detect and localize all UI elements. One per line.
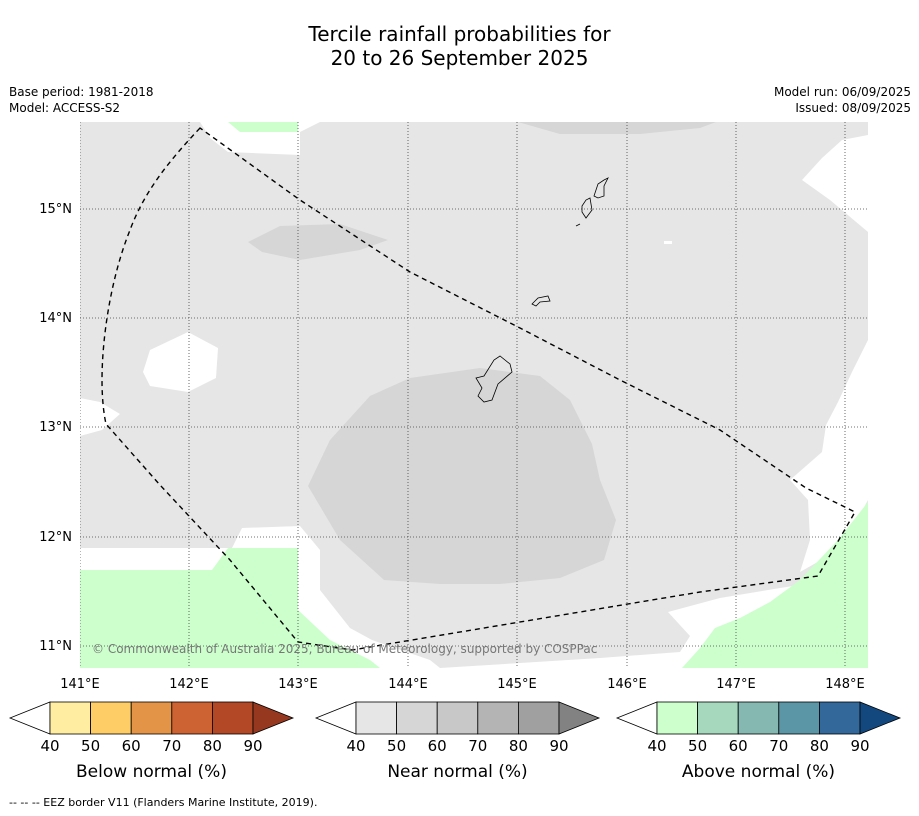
map-title: Tercile rainfall probabilities for 20 to… (0, 22, 919, 70)
colorbar-below-tick-60: 60 (122, 737, 141, 755)
colorbar-near-over-triangle (558, 701, 601, 735)
no-signal-region-east (790, 340, 868, 572)
lon-label-142: 142°E (169, 677, 209, 692)
no-signal-region-west (80, 398, 120, 436)
model-text: Model: ACCESS-S2 (9, 101, 121, 115)
colorbar-legend: 40 50 60 70 80 90 Below normal (%) 40 50 60 70 80 90… (8, 701, 902, 782)
colorbar-near-segment-5 (518, 701, 560, 735)
lon-label-148: 148°E (825, 677, 865, 692)
near-normal-50-region-center (308, 368, 616, 584)
lon-label-147: 147°E (716, 677, 756, 692)
title-line-2: 20 to 26 September 2025 (330, 46, 589, 70)
colorbar-above-tick-40: 40 (647, 737, 666, 755)
base-period-text: Base period: 1981-2018 (9, 85, 154, 99)
colorbar-above-under-triangle (615, 701, 658, 735)
colorbar-below-segment-2 (90, 701, 132, 735)
colorbar-above-tick-60: 60 (729, 737, 748, 755)
colorbar-below-tick-50: 50 (81, 737, 100, 755)
no-signal-region-east-top (802, 135, 868, 232)
colorbar-above-tick-90: 90 (850, 737, 869, 755)
lat-label-12: 12°N (39, 530, 72, 545)
near-normal-50-region-top (518, 122, 716, 134)
colorbar-near-tick-60: 60 (428, 737, 447, 755)
colorbar-below-tick-40: 40 (40, 737, 59, 755)
lon-label-143: 143°E (278, 677, 318, 692)
above-normal-40-region-southwest (80, 548, 380, 668)
lat-label-15: 15°N (39, 202, 72, 217)
map-area: © Commonwealth of Australia 2025, Bureau… (80, 122, 868, 668)
colorbar-above-segment-1 (656, 701, 698, 735)
colorbar-above-segment-3 (737, 701, 780, 735)
colorbar-near-segment-4 (477, 701, 519, 735)
colorbar-near-tick-70: 70 (468, 737, 487, 755)
meta-left: Base period: 1981-2018 Model: ACCESS-S2 (9, 84, 154, 116)
colorbar-above: 40 50 60 70 80 90 Above normal (%) (615, 701, 902, 782)
title-line-1: Tercile rainfall probabilities for (308, 22, 611, 46)
colorbar-below-segment-4 (171, 701, 213, 735)
model-run-text: Model run: 06/09/2025 (773, 85, 911, 99)
above-normal-40-region-southeast (682, 502, 868, 668)
colorbar-near: 40 50 60 70 80 90 Near normal (%) (314, 701, 601, 782)
eez-border (101, 127, 856, 651)
colorbar-below-segment-1 (49, 701, 91, 735)
colorbar-above-label: Above normal (%) (682, 762, 835, 782)
lon-label-141: 141°E (60, 677, 100, 692)
colorbar-near-segment-2 (396, 701, 438, 735)
colorbar-above-over-triangle (859, 701, 902, 735)
lon-label-145: 145°E (497, 677, 537, 692)
colorbar-near-under-triangle (314, 701, 357, 735)
colorbar-below-tick-70: 70 (162, 737, 181, 755)
near-normal-50-region-north (248, 224, 388, 260)
meta-right: Model run: 06/09/2025 Issued: 08/09/2025 (774, 84, 911, 116)
lat-label-14: 14°N (39, 311, 72, 326)
colorbar-below-tick-90: 90 (243, 737, 262, 755)
colorbar-below-tick-80: 80 (203, 737, 222, 755)
lon-label-144: 144°E (388, 677, 428, 692)
colorbar-above-tick-50: 50 (688, 737, 707, 755)
colorbar-below-segment-3 (130, 701, 173, 735)
no-signal-region-dot (664, 241, 672, 244)
lat-label-11: 11°N (39, 639, 72, 654)
island-aguijan (575, 223, 581, 227)
colorbar-near-tick-50: 50 (387, 737, 406, 755)
colorbar-near-tick-80: 80 (509, 737, 528, 755)
colorbar-near-segment-3 (436, 701, 479, 735)
colorbar-above-segment-4 (778, 701, 820, 735)
longitude-labels: 141°E 142°E 143°E 144°E 145°E 146°E 147°… (60, 677, 865, 692)
colorbar-near-tick-90: 90 (549, 737, 568, 755)
colorbar-near-label: Near normal (%) (387, 762, 527, 782)
island-tinian (581, 197, 593, 219)
colorbar-above-segment-2 (697, 701, 739, 735)
graticule (80, 122, 868, 668)
island-guam (475, 355, 513, 403)
colorbar-near-segment-1 (355, 701, 397, 735)
colorbar-below-over-triangle (252, 701, 295, 735)
colorbar-above-segment-5 (819, 701, 861, 735)
colorbar-below: 40 50 60 70 80 90 Below normal (%) (8, 701, 295, 782)
no-signal-region-left (143, 332, 218, 392)
colorbar-below-label: Below normal (%) (76, 762, 227, 782)
eez-footnote: -- -- -- EEZ border V11 (Flanders Marine… (9, 796, 318, 809)
issued-text: Issued: 08/09/2025 (795, 101, 911, 115)
island-saipan (593, 177, 609, 199)
colorbar-below-under-triangle (8, 701, 51, 735)
copyright-text: © Commonwealth of Australia 2025, Bureau… (92, 642, 597, 656)
island-outlines (475, 177, 609, 403)
above-normal-40-region-top (228, 122, 298, 132)
latitude-labels: 15°N 14°N 13°N 12°N 11°N (39, 202, 72, 654)
colorbar-above-tick-70: 70 (769, 737, 788, 755)
colorbar-above-tick-80: 80 (810, 737, 829, 755)
colorbar-below-segment-5 (211, 701, 254, 735)
lat-label-13: 13°N (39, 420, 72, 435)
island-rota (531, 295, 551, 307)
map-figure: © Commonwealth of Australia 2025, Bureau… (8, 122, 902, 782)
colorbar-near-tick-40: 40 (346, 737, 365, 755)
lon-label-146: 146°E (607, 677, 647, 692)
